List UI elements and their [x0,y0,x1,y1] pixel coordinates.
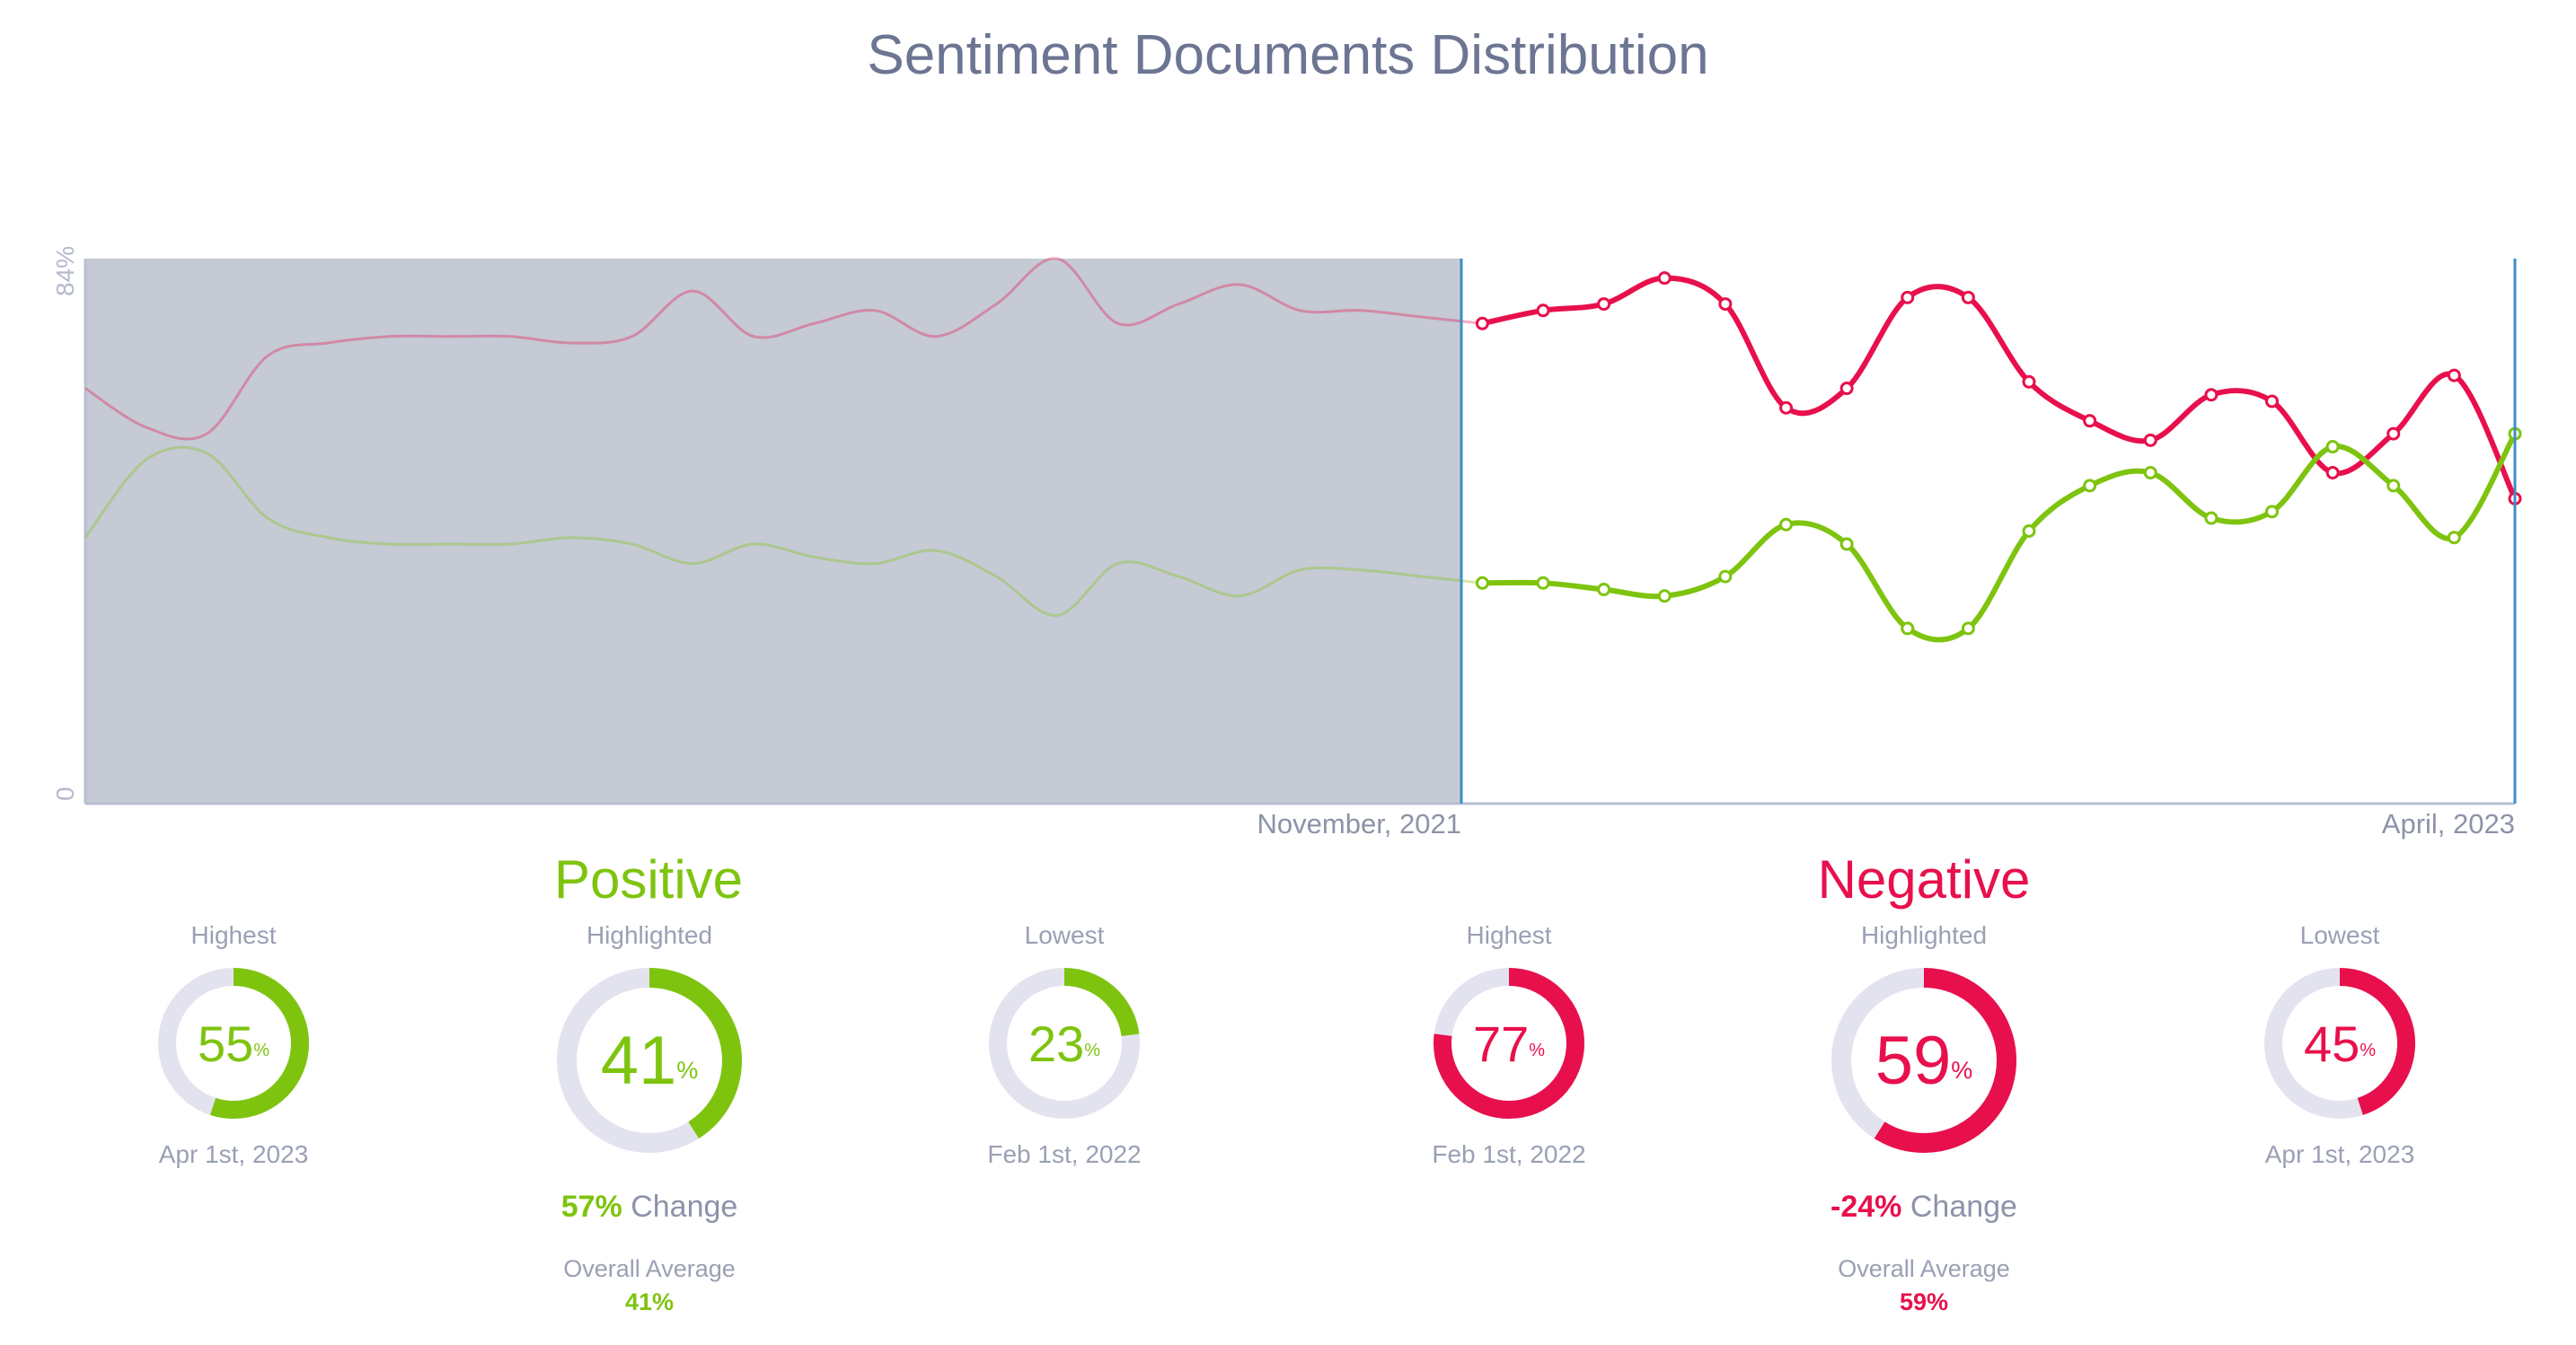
negative-data-point[interactable] [2325,465,2340,479]
positive-highest-label: Highest [190,921,277,949]
positive-highlighted-label: Highlighted [586,921,713,949]
y-tick-label-max: 84% [51,246,79,296]
donut-value: 45% [2303,1015,2377,1072]
negative-change-value: -24% [1831,1190,1902,1224]
positive-series-line-faded [84,445,1483,617]
donut-arc [1831,968,2016,1153]
negative-data-point[interactable] [1657,271,1672,286]
negative-data-point[interactable] [1839,382,1854,396]
negative-data-point[interactable] [1475,316,1489,330]
negative-data-point[interactable] [2083,414,2097,428]
x-tick-label-start: November, 2021 [1257,808,1461,840]
donut-value: 55% [197,1015,270,1072]
positive-data-point[interactable] [1597,583,1611,597]
positive-data-point[interactable] [2022,524,2036,538]
negative-lowest-donut: 45% [2264,968,2415,1119]
negative-data-point[interactable] [1536,303,1550,318]
positive-average-value: 41% [624,1288,675,1315]
negative-lowest-label: Lowest [2299,921,2380,949]
positive-data-point[interactable] [2325,440,2340,454]
negative-data-point[interactable] [2386,426,2401,441]
donut-value: 41% [600,1022,699,1099]
page-title: Sentiment Documents Distribution [867,24,1709,86]
positive-lowest-label: Lowest [1024,921,1105,949]
negative-average-label: Overall Average [1838,1255,2010,1282]
negative-data-point[interactable] [1779,400,1793,415]
negative-data-point[interactable] [1901,290,1915,304]
negative-data-point[interactable] [2143,433,2157,447]
positive-data-point[interactable] [2447,531,2461,545]
positive-data-point[interactable] [2386,479,2401,493]
negative-data-point[interactable] [2265,394,2279,409]
positive-data-point[interactable] [1718,569,1733,584]
negative-series-line-faded [84,257,1483,441]
donut-arc [1434,968,1584,1119]
positive-lowest-donut: 23% [989,968,1140,1119]
donut-value: 77% [1472,1015,1546,1072]
positive-data-point[interactable] [2265,505,2279,519]
negative-data-point[interactable] [2022,374,2036,389]
positive-change-value: 57% [560,1190,622,1224]
donut-arc [2264,968,2415,1119]
negative-highest-stat: Highest 77% Feb 1st, 2022 [1320,921,1698,1169]
negative-data-point[interactable] [1961,290,1975,304]
negative-highest-donut: 77% [1434,968,1584,1119]
negative-highlighted-label: Highlighted [1860,921,1988,949]
negative-series-line[interactable] [1481,275,2518,500]
positive-highest-stat: Highest 55% Apr 1st, 2023 [45,921,422,1169]
positive-change-label: Change [631,1190,738,1224]
positive-average-label: Overall Average [563,1255,736,1282]
positive-data-point[interactable] [1961,621,1975,636]
negative-lowest-stat: Lowest 45% Apr 1st, 2023 [2151,921,2528,1169]
donut-arc [557,968,742,1153]
negative-highlighted-stat: Highlighted 59% [1735,921,2113,1153]
negative-lowest-date: Apr 1st, 2023 [2264,1140,2415,1168]
negative-data-point[interactable] [2447,368,2461,382]
positive-data-point[interactable] [2143,465,2157,479]
positive-highest-donut: 55% [158,968,309,1119]
negative-data-point[interactable] [1718,297,1733,312]
positive-highlighted-donut: 41% [557,968,742,1153]
positive-highlighted-stat: Highlighted 41% [461,921,838,1153]
negative-highest-label: Highest [1466,921,1552,949]
positive-data-point[interactable] [2204,511,2219,525]
positive-change: 57% Change [416,1190,883,1225]
positive-data-point[interactable] [1475,576,1489,590]
negative-highest-date: Feb 1st, 2022 [1432,1140,1586,1168]
positive-data-point[interactable] [2083,479,2097,493]
donut-value: 23% [1028,1015,1101,1072]
negative-change: -24% Change [1690,1190,2157,1225]
donut-value: 59% [1875,1022,1973,1099]
sentiment-line-chart[interactable]: 84% 0 November, 2021 April, 2023 [0,0,2576,862]
positive-data-point[interactable] [1901,621,1915,636]
negative-data-point[interactable] [2204,388,2219,402]
positive-heading: Positive [553,849,744,910]
donut-arc [158,968,309,1119]
positive-average: Overall Average 41% [416,1255,883,1316]
negative-average-value: 59% [1899,1288,1949,1315]
positive-data-point[interactable] [1536,576,1550,590]
y-tick-label-min: 0 [51,787,79,801]
highlight-region[interactable] [85,259,1461,804]
negative-change-label: Change [1910,1190,2017,1224]
positive-data-point[interactable] [1657,589,1672,603]
positive-lowest-stat: Lowest 23% Feb 1st, 2022 [876,921,1253,1169]
positive-data-point[interactable] [1839,537,1854,551]
x-tick-label-end: April, 2023 [2382,808,2515,840]
positive-lowest-date: Feb 1st, 2022 [987,1140,1142,1168]
negative-heading: Negative [1817,849,2031,910]
positive-highest-date: Apr 1st, 2023 [158,1140,309,1168]
negative-highlighted-donut: 59% [1831,968,2016,1153]
positive-data-point[interactable] [1779,517,1793,532]
donut-arc [989,968,1140,1119]
negative-data-point[interactable] [1597,297,1611,312]
negative-average: Overall Average 59% [1690,1255,2157,1316]
